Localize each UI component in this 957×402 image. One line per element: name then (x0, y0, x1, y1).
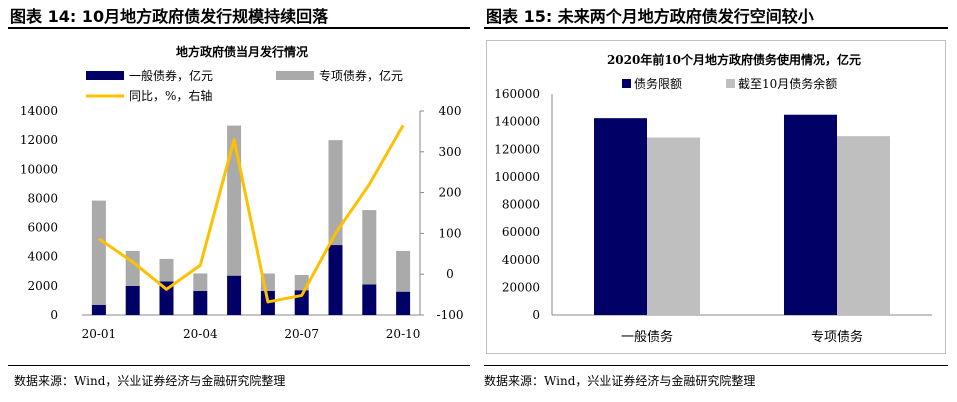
x-tick-label: 专项债务 (811, 329, 863, 345)
y-tick-label: 40000 (502, 253, 540, 267)
legend-label-special: 专项债券，亿元 (319, 68, 403, 83)
bar-special (125, 250, 140, 286)
y-left-tick-label: 6000 (27, 221, 58, 235)
bar-general (91, 304, 106, 315)
x-tick-label: 20-07 (284, 327, 319, 341)
y-left-tick-label: 0 (50, 308, 58, 322)
y-left-tick-label: 4000 (27, 250, 58, 264)
bar-general (125, 285, 140, 315)
bar-general (159, 281, 174, 315)
chart-title: 地方政府债当月发行情况 (176, 44, 308, 59)
legend-swatch-general (86, 71, 124, 80)
y-left-tick-label: 14000 (20, 104, 58, 118)
legend-label-limit: 债务限额 (634, 76, 682, 91)
figure-15-bottom-rule (484, 365, 948, 366)
bar-general (193, 290, 208, 315)
y-tick-label: 60000 (502, 225, 540, 239)
y-left-tick-label: 10000 (20, 162, 58, 176)
y-left-tick-label: 2000 (27, 279, 58, 293)
y-right-tick-label: 200 (439, 186, 462, 200)
bar-special (328, 140, 343, 246)
bar-general (227, 275, 242, 315)
figure-15-frame (486, 40, 946, 354)
figure-15-top-rule (484, 27, 948, 29)
bar-general (328, 245, 343, 315)
y-tick-label: 80000 (502, 198, 540, 212)
bar-balance (837, 136, 890, 315)
y-tick-label: 20000 (502, 280, 540, 294)
bar-special (227, 125, 242, 276)
legend-swatch-special (276, 71, 314, 80)
y-right-tick-label: 400 (439, 104, 462, 118)
y-left-tick-label: 8000 (27, 191, 58, 205)
y-tick-label: 0 (532, 308, 540, 322)
bar-limit (594, 118, 647, 315)
y-right-tick-label: 0 (446, 267, 454, 281)
legend-label-yoy: 同比，%，右轴 (129, 88, 212, 103)
legend-label-general: 一般债券，亿元 (129, 68, 213, 83)
y-tick-label: 140000 (494, 115, 540, 129)
figure-15-title: 图表 15: 未来两个月地方政府债发行空间较小 (486, 7, 814, 26)
y-left-tick-label: 12000 (20, 133, 58, 147)
bar-special (193, 273, 208, 291)
y-tick-label: 160000 (494, 87, 540, 101)
figure-14-bottom-rule (8, 365, 470, 366)
y-tick-label: 100000 (494, 170, 540, 184)
bar-special (396, 250, 411, 292)
line-yoy (98, 124, 405, 304)
legend-label-balance: 截至10月债务余额 (738, 76, 837, 91)
y-right-tick-label: 100 (439, 226, 462, 240)
x-tick-label: 20-04 (183, 327, 218, 341)
figure-14-title: 图表 14: 10月地方政府债发行规模持续回落 (10, 7, 329, 26)
bar-general (362, 284, 377, 315)
legend-swatch-limit (622, 79, 631, 88)
bar-general (396, 291, 411, 315)
x-tick-label: 20-01 (82, 327, 117, 341)
bar-balance (647, 137, 700, 315)
bar-special (91, 200, 106, 305)
figure-15-source: 数据来源：Wind，兴业证券经济与金融研究院整理 (484, 374, 756, 388)
y-right-tick-label: -100 (437, 308, 464, 322)
bar-special (159, 258, 174, 282)
figure-14-top-rule (8, 27, 470, 29)
legend-swatch-balance (726, 79, 735, 88)
bar-limit (784, 114, 837, 315)
figure-14-source: 数据来源：Wind，兴业证券经济与金融研究院整理 (14, 374, 286, 388)
chart-title: 2020年前10个月地方政府债务使用情况，亿元 (607, 52, 861, 67)
bar-special (362, 210, 377, 285)
y-right-tick-label: 300 (439, 145, 462, 159)
y-tick-label: 120000 (494, 142, 540, 156)
x-tick-label: 20-10 (386, 327, 421, 341)
x-tick-label: 一般债务 (621, 329, 673, 345)
